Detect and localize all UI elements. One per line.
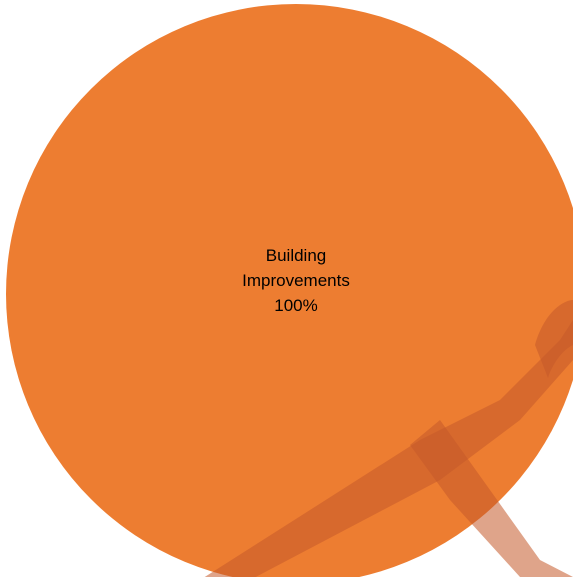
- watermark: [204, 300, 573, 577]
- slice-percent-label: 100%: [274, 296, 317, 315]
- labels-layer: Building Improvements 100%: [242, 246, 350, 315]
- slice-data-label: Building Improvements 100%: [242, 246, 350, 315]
- slice-name-label: Improvements: [242, 271, 350, 290]
- slice-name-label: Building: [266, 246, 327, 265]
- watermark-stroke: [410, 420, 573, 577]
- watermark-stroke: [535, 300, 573, 378]
